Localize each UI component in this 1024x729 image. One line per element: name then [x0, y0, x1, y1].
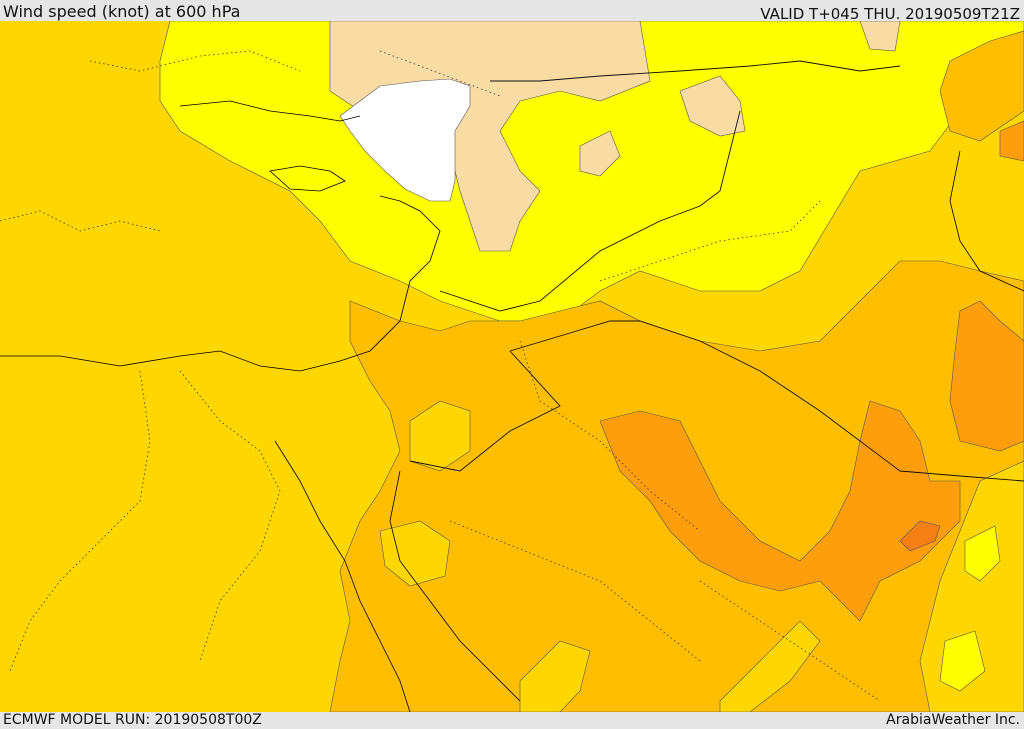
contour-bright-yellow-se2	[939, 630, 986, 692]
contour-light-tan-small	[579, 130, 621, 177]
coastline-gulf	[949, 150, 1024, 292]
coastline-red-sea-west	[274, 440, 411, 712]
border-saudi-jordan	[409, 350, 561, 472]
contour-calm-white	[339, 78, 471, 202]
contour-yellow-pocket-4	[519, 640, 591, 712]
contour-dark-orange	[899, 520, 941, 552]
dotted-admin-borders	[0, 50, 881, 702]
contour-yellow-pocket-3	[719, 620, 821, 712]
border-jordan	[439, 110, 741, 312]
map-header: Wind speed (knot) at 600 hPa VALID T+045…	[0, 0, 1024, 23]
contour-orange	[599, 400, 961, 622]
border-turkey-syria	[490, 60, 901, 82]
contour-orange-ne	[999, 120, 1024, 162]
wind-speed-map	[0, 21, 1024, 712]
contour-amber-ne	[939, 30, 1024, 142]
credit: ArabiaWeather Inc.	[886, 712, 1020, 728]
coastline-red-sea-east	[389, 470, 521, 702]
model-run: ECMWF MODEL RUN: 20190508T00Z	[3, 712, 262, 728]
contour-yellow-pocket-2	[379, 520, 451, 587]
map-footer: ECMWF MODEL RUN: 20190508T00Z ArabiaWeat…	[0, 712, 1024, 729]
contour-orange-east	[949, 300, 1024, 452]
map-canvas	[0, 21, 1024, 712]
contour-light-tan-east	[679, 75, 746, 137]
coastline-turkey-south	[179, 100, 361, 122]
valid-time: VALID T+045 THU. 20190509T21Z	[760, 5, 1020, 23]
coastline-cyprus	[269, 165, 346, 192]
map-title: Wind speed (knot) at 600 hPa	[3, 2, 241, 21]
border-iraq-saudi	[509, 320, 1024, 482]
contour-bright-yellow-se	[964, 525, 1001, 582]
contour-light-tan-ne	[859, 21, 901, 52]
coastline-mediterranean	[0, 195, 441, 372]
